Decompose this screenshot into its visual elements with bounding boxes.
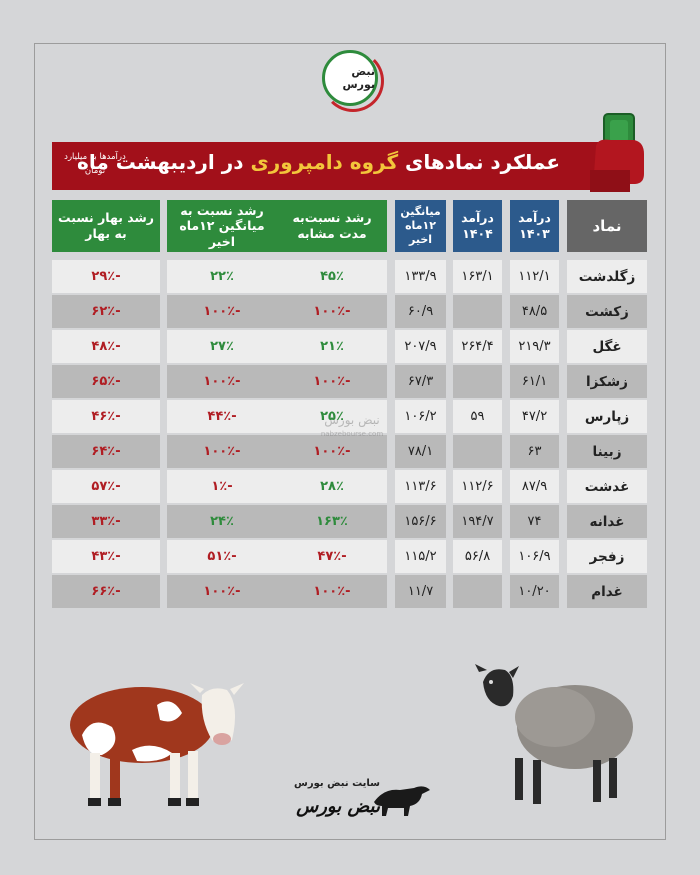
table-cell-g_spring: -۶۵٪ <box>52 365 160 398</box>
table-cell-g_avg: -۱۰۰٪ <box>167 435 277 468</box>
table-cell-avg12: ۱۰۶/۲ <box>395 400 446 433</box>
table-cell-g_same: ۴۵٪ <box>277 260 387 293</box>
table-cell-g_avg: -۱۰۰٪ <box>167 295 277 328</box>
table-cell-g_same: -۱۰۰٪ <box>277 575 387 608</box>
footer-site-label: سایت نبض بورس <box>294 778 380 789</box>
column-header-rev1403: درآمد ۱۴۰۳ <box>510 200 559 252</box>
table-cell-rev1404: ۵۹ <box>453 400 502 433</box>
table-cell-avg12: ۶۰/۹ <box>395 295 446 328</box>
row-symbol: زشکزا <box>567 365 647 398</box>
table-cell-g_avg: ۲۷٪ <box>167 330 277 363</box>
row-symbol: غدانه <box>567 505 647 538</box>
table-cell-g_same: ۱۶۳٪ <box>277 505 387 538</box>
table-cell-g_same: -۴۷٪ <box>277 540 387 573</box>
table-cell-rev1403: ۸۷/۹ <box>510 470 559 503</box>
row-symbol: زفجر <box>567 540 647 573</box>
table-cell-g_avg: -۱۰۰٪ <box>167 365 277 398</box>
table-cell-rev1404: ۵۶/۸ <box>453 540 502 573</box>
table-cell-g_same: ۲۸٪ <box>277 470 387 503</box>
table-cell-rev1403: ۶۳ <box>510 435 559 468</box>
table-cell-avg12: ۷۸/۱ <box>395 435 446 468</box>
table-cell-rev1404: ۱۱۲/۶ <box>453 470 502 503</box>
watermark: نبض بورس nabzebourse.com <box>292 413 412 438</box>
row-symbol: زکشت <box>567 295 647 328</box>
watermark-url: nabzebourse.com <box>320 430 384 438</box>
table-cell-g_spring: -۴۸٪ <box>52 330 160 363</box>
table-cell-rev1404: ۱۹۴/۷ <box>453 505 502 538</box>
table-cell-rev1403: ۶۱/۱ <box>510 365 559 398</box>
table-cell-rev1404: ۲۶۴/۴ <box>453 330 502 363</box>
table-cell-rev1403: ۱۰/۲۰ <box>510 575 559 608</box>
table-cell-avg12: ۱۱/۷ <box>395 575 446 608</box>
logo-ring <box>322 50 384 112</box>
column-header-name: نماد <box>567 200 647 252</box>
table-cell-avg12: ۱۱۵/۲ <box>395 540 446 573</box>
row-symbol: زگلدشت <box>567 260 647 293</box>
table-cell-avg12: ۱۱۳/۶ <box>395 470 446 503</box>
column-header-g_same: رشد نسبت‌به مدت مشابه <box>277 200 387 252</box>
title-banner: عملکرد نمادهای گروه دامپروری در اردیبهشت… <box>52 142 600 190</box>
table-cell-g_same: -۱۰۰٪ <box>277 365 387 398</box>
title-highlight: گروه دامپروری <box>250 150 399 174</box>
table-cell-g_same: ۲۱٪ <box>277 330 387 363</box>
table-cell-g_avg: -۱٪ <box>167 470 277 503</box>
table-cell-avg12: ۱۵۶/۶ <box>395 505 446 538</box>
column-header-g_avg: رشد نسبت به میانگین ۱۲ماه اخیر <box>167 200 277 252</box>
table-cell-g_spring: -۶۲٪ <box>52 295 160 328</box>
table-cell-g_same: -۱۰۰٪ <box>277 435 387 468</box>
row-symbol: غگل <box>567 330 647 363</box>
bull-icon <box>374 786 430 816</box>
units-note: درآمدها به میلیارد تومان <box>64 152 126 176</box>
table-cell-g_avg: -۵۱٪ <box>167 540 277 573</box>
column-header-avg12: میانگین ۱۲ماه اخیر <box>395 200 446 252</box>
table-cell-g_same: ۲۵٪ <box>277 400 387 433</box>
table-cell-g_spring: -۶۴٪ <box>52 435 160 468</box>
table-cell-avg12: ۱۳۳/۹ <box>395 260 446 293</box>
table-cell-rev1403: ۷۴ <box>510 505 559 538</box>
table-cell-g_spring: -۶۶٪ <box>52 575 160 608</box>
table-cell-g_avg: ۲۴٪ <box>167 505 277 538</box>
column-header-g_spring: رشد بهار نسبت به بهار <box>52 200 160 252</box>
title-part2: در اردیبهشت ماه <box>77 150 251 174</box>
page-frame <box>34 43 666 840</box>
table-cell-rev1403: ۱۱۲/۱ <box>510 260 559 293</box>
table-cell-rev1403: ۲۱۹/۳ <box>510 330 559 363</box>
brand-logo: نبض بورس <box>322 50 384 112</box>
table-cell-rev1403: ۱۰۶/۹ <box>510 540 559 573</box>
table-cell-g_spring: -۴۶٪ <box>52 400 160 433</box>
table-cell-g_spring: -۵۷٪ <box>52 470 160 503</box>
table-cell-rev1403: ۴۸/۵ <box>510 295 559 328</box>
table-cell-g_avg: -۱۰۰٪ <box>167 575 277 608</box>
table-cell-g_avg: ۲۲٪ <box>167 260 277 293</box>
table-cell-rev1404: ۱۶۳/۱ <box>453 260 502 293</box>
watermark-text: نبض بورس <box>324 413 380 427</box>
table-cell-avg12: ۶۷/۳ <box>395 365 446 398</box>
table-cell-g_same: -۱۰۰٪ <box>277 295 387 328</box>
sheep-icon <box>475 664 633 804</box>
table-cell-rev1404 <box>453 295 502 328</box>
title-part1: عملکرد نمادهای <box>398 150 560 174</box>
table-cell-g_spring: -۳۳٪ <box>52 505 160 538</box>
row-symbol: زبینا <box>567 435 647 468</box>
performance-table: نماد درآمد ۱۴۰۳ درآمد ۱۴۰۴ میانگین ۱۲ماه اخ… <box>52 200 647 608</box>
table-cell-g_spring: -۲۹٪ <box>52 260 160 293</box>
row-symbol: زپارس <box>567 400 647 433</box>
table-cell-rev1403: ۴۷/۲ <box>510 400 559 433</box>
page-title: عملکرد نمادهای گروه دامپروری در اردیبهشت… <box>77 150 560 174</box>
table-cell-rev1404 <box>453 435 502 468</box>
footer-brand: سایت نبض بورس نبض بورس <box>275 778 435 826</box>
table-cell-avg12: ۲۰۷/۹ <box>395 330 446 363</box>
column-header-rev1404: درآمد ۱۴۰۴ <box>453 200 502 252</box>
row-symbol: غدام <box>567 575 647 608</box>
hand-holding-card-icon <box>590 113 644 192</box>
table-cell-g_avg: -۴۴٪ <box>167 400 277 433</box>
table-cell-rev1404 <box>453 575 502 608</box>
row-symbol: غدشت <box>567 470 647 503</box>
table-cell-rev1404 <box>453 365 502 398</box>
cow-icon <box>70 683 244 806</box>
footer-brand-logo: نبض بورس <box>296 796 380 817</box>
table-cell-g_spring: -۴۳٪ <box>52 540 160 573</box>
